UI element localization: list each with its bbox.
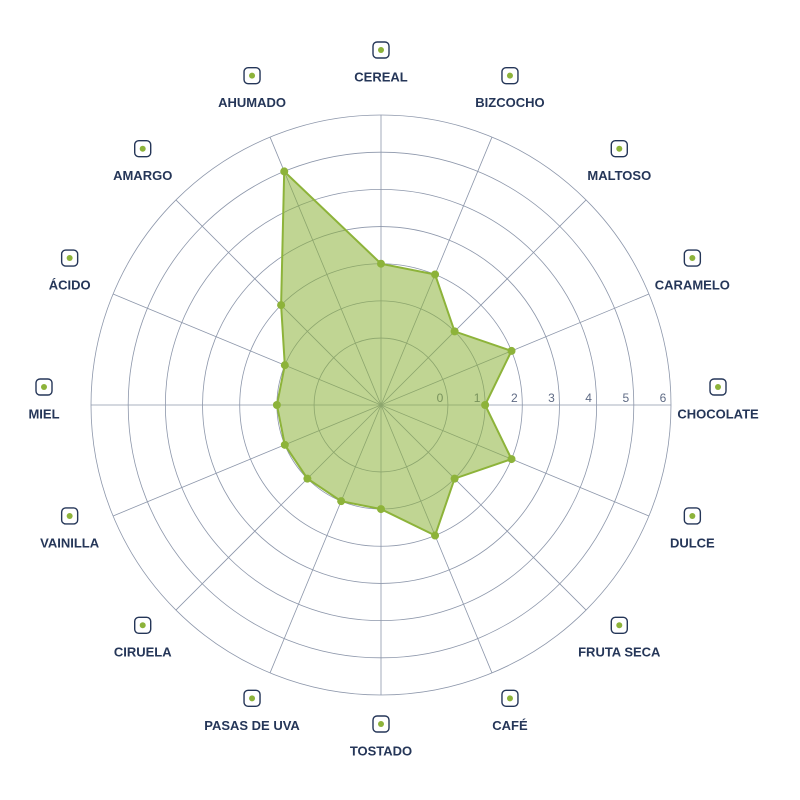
category-label: CAFÉ bbox=[492, 718, 528, 733]
icon-dot bbox=[506, 72, 513, 79]
category-icon bbox=[134, 140, 152, 158]
tick-label: 5 bbox=[622, 391, 629, 405]
icon-dot bbox=[715, 384, 721, 390]
icon-dot bbox=[378, 47, 384, 53]
category-label: ÁCIDO bbox=[49, 277, 91, 292]
icon-dot bbox=[249, 72, 256, 79]
category-label: AMARGO bbox=[113, 168, 172, 183]
category-label: MIEL bbox=[28, 406, 59, 421]
icon-dot bbox=[66, 512, 73, 519]
icon-shape bbox=[372, 715, 390, 733]
category-icon bbox=[501, 66, 519, 85]
radar-point bbox=[431, 270, 440, 279]
grid-ring bbox=[164, 188, 598, 622]
icon-dot bbox=[139, 145, 146, 152]
category-icon bbox=[709, 378, 727, 396]
category-icon bbox=[683, 507, 702, 525]
radar-point bbox=[277, 301, 286, 310]
radar-point bbox=[303, 474, 312, 483]
icon-dot bbox=[249, 695, 256, 702]
category-icon bbox=[610, 140, 628, 158]
category-icon bbox=[243, 66, 261, 85]
icon-shape bbox=[610, 140, 628, 158]
category-label: MALTOSO bbox=[587, 168, 651, 183]
category-label: TOSTADO bbox=[350, 743, 412, 758]
icon-shape bbox=[501, 66, 519, 85]
tick-label: 6 bbox=[660, 391, 667, 405]
grid-ring bbox=[90, 114, 672, 696]
radar-point bbox=[280, 167, 289, 176]
icon-shape bbox=[372, 41, 390, 59]
category-icon bbox=[372, 41, 390, 59]
radar-point bbox=[507, 346, 516, 355]
radar-point bbox=[450, 474, 459, 483]
category-icon bbox=[243, 689, 261, 708]
category-icon bbox=[35, 378, 53, 396]
icon-shape bbox=[60, 507, 79, 525]
category-label: FRUTA SECA bbox=[578, 645, 661, 660]
category-icon bbox=[134, 616, 152, 634]
category-label: CEREAL bbox=[354, 69, 408, 84]
category-icon bbox=[60, 249, 79, 267]
radar-point bbox=[507, 455, 516, 464]
icon-shape bbox=[683, 507, 702, 525]
icon-dot bbox=[139, 622, 146, 629]
icon-dot bbox=[41, 384, 47, 390]
tick-label: 3 bbox=[548, 391, 555, 405]
category-label: AHUMADO bbox=[218, 95, 286, 110]
icon-dot bbox=[616, 145, 623, 152]
icon-shape bbox=[683, 249, 702, 267]
icon-shape bbox=[134, 140, 152, 158]
icon-shape bbox=[134, 616, 152, 634]
icon-shape bbox=[243, 66, 261, 85]
tick-label: 4 bbox=[585, 391, 592, 405]
radar-point bbox=[280, 440, 289, 449]
icon-dot bbox=[378, 721, 384, 727]
grid-ring bbox=[127, 151, 635, 659]
radar-point bbox=[450, 327, 459, 336]
category-icon bbox=[60, 507, 79, 525]
tick-label: 2 bbox=[511, 391, 518, 405]
icon-dot bbox=[689, 255, 696, 262]
radar-area bbox=[275, 169, 513, 537]
category-icon bbox=[501, 689, 519, 708]
icon-shape bbox=[501, 689, 519, 708]
category-label: CARAMELO bbox=[655, 277, 730, 292]
category-label: VAINILLA bbox=[40, 535, 100, 550]
category-label: PASAS DE UVA bbox=[204, 718, 300, 733]
icon-shape bbox=[35, 378, 53, 396]
icon-shape bbox=[709, 378, 727, 396]
icon-dot bbox=[506, 695, 513, 702]
grid-ring bbox=[202, 226, 560, 584]
icon-dot bbox=[689, 512, 696, 519]
icon-shape bbox=[60, 249, 79, 267]
category-icon bbox=[610, 616, 628, 634]
category-icon bbox=[683, 249, 702, 267]
radar-point bbox=[481, 401, 490, 409]
icon-dot bbox=[616, 622, 623, 629]
category-label: CHOCOLATE bbox=[677, 406, 759, 421]
category-label: DULCE bbox=[670, 535, 715, 550]
icon-shape bbox=[243, 689, 261, 708]
radar-point bbox=[377, 259, 385, 268]
category-label: CIRUELA bbox=[114, 645, 172, 660]
radar-point bbox=[337, 497, 346, 506]
icon-dot bbox=[66, 255, 73, 262]
category-icon bbox=[372, 715, 390, 733]
radar-point bbox=[431, 531, 440, 540]
category-label: BIZCOCHO bbox=[475, 95, 544, 110]
icon-shape bbox=[610, 616, 628, 634]
radar-point bbox=[280, 361, 289, 370]
radar-point bbox=[272, 401, 281, 409]
radar-point bbox=[377, 505, 385, 514]
